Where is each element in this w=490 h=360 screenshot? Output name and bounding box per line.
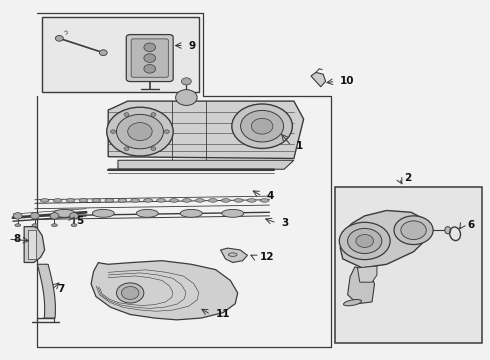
FancyBboxPatch shape — [131, 39, 168, 77]
Circle shape — [55, 36, 63, 41]
Circle shape — [151, 113, 156, 116]
Circle shape — [99, 50, 107, 55]
Ellipse shape — [343, 300, 362, 306]
Text: 6: 6 — [467, 220, 475, 230]
Ellipse shape — [183, 199, 191, 202]
Text: 5: 5 — [76, 216, 84, 226]
Ellipse shape — [79, 199, 88, 202]
Text: 7: 7 — [57, 284, 64, 294]
Circle shape — [241, 111, 284, 142]
Ellipse shape — [51, 224, 57, 226]
Ellipse shape — [92, 199, 101, 202]
Ellipse shape — [105, 199, 114, 202]
Circle shape — [175, 90, 197, 105]
FancyBboxPatch shape — [126, 35, 173, 82]
Text: 8: 8 — [13, 234, 20, 244]
Polygon shape — [357, 266, 377, 282]
Ellipse shape — [32, 224, 38, 226]
Ellipse shape — [260, 199, 269, 202]
Polygon shape — [311, 72, 326, 87]
Circle shape — [151, 147, 156, 150]
Polygon shape — [108, 101, 304, 158]
Ellipse shape — [66, 199, 75, 202]
Circle shape — [122, 287, 139, 300]
Ellipse shape — [170, 199, 178, 202]
Polygon shape — [347, 267, 374, 304]
Polygon shape — [220, 248, 247, 262]
Circle shape — [124, 147, 129, 150]
Circle shape — [13, 213, 22, 219]
Circle shape — [30, 213, 39, 219]
Polygon shape — [24, 226, 45, 262]
Text: 4: 4 — [267, 191, 274, 201]
Ellipse shape — [144, 199, 152, 202]
Polygon shape — [118, 160, 294, 169]
Ellipse shape — [40, 199, 49, 202]
Polygon shape — [91, 261, 238, 320]
Ellipse shape — [221, 199, 230, 202]
Ellipse shape — [180, 210, 202, 217]
Ellipse shape — [71, 224, 77, 226]
Polygon shape — [340, 211, 428, 268]
Ellipse shape — [234, 199, 243, 202]
Polygon shape — [27, 230, 36, 259]
Ellipse shape — [131, 199, 140, 202]
Ellipse shape — [92, 210, 114, 217]
Circle shape — [251, 118, 273, 134]
Ellipse shape — [136, 210, 158, 217]
Text: 1: 1 — [296, 141, 303, 151]
Circle shape — [111, 130, 116, 134]
Ellipse shape — [196, 199, 204, 202]
Ellipse shape — [15, 224, 21, 226]
Ellipse shape — [53, 210, 75, 217]
Circle shape — [50, 213, 59, 219]
Ellipse shape — [247, 199, 256, 202]
Circle shape — [347, 228, 382, 253]
Circle shape — [144, 64, 156, 73]
Ellipse shape — [228, 253, 237, 256]
Circle shape — [117, 283, 144, 303]
Circle shape — [117, 114, 163, 149]
Bar — [335, 187, 482, 343]
Text: ɔ: ɔ — [64, 28, 70, 35]
Text: 9: 9 — [189, 41, 196, 50]
Ellipse shape — [445, 226, 451, 234]
Text: 3: 3 — [282, 218, 289, 228]
Text: 12: 12 — [260, 252, 274, 262]
Ellipse shape — [53, 199, 62, 202]
Circle shape — [164, 130, 169, 134]
Circle shape — [181, 78, 191, 85]
Circle shape — [124, 113, 129, 116]
Circle shape — [144, 43, 156, 51]
Text: 10: 10 — [340, 76, 355, 86]
Ellipse shape — [222, 210, 244, 217]
Circle shape — [128, 123, 152, 140]
Ellipse shape — [157, 199, 166, 202]
Circle shape — [232, 104, 293, 148]
Circle shape — [394, 216, 433, 244]
Circle shape — [401, 221, 426, 239]
Ellipse shape — [118, 199, 127, 202]
Text: 11: 11 — [216, 310, 230, 319]
Bar — [42, 17, 198, 92]
Circle shape — [70, 213, 78, 219]
Text: 2: 2 — [404, 173, 411, 183]
Polygon shape — [37, 264, 55, 318]
Ellipse shape — [208, 199, 217, 202]
Circle shape — [144, 54, 156, 62]
Circle shape — [339, 222, 390, 260]
Circle shape — [356, 234, 373, 247]
Circle shape — [107, 107, 173, 156]
